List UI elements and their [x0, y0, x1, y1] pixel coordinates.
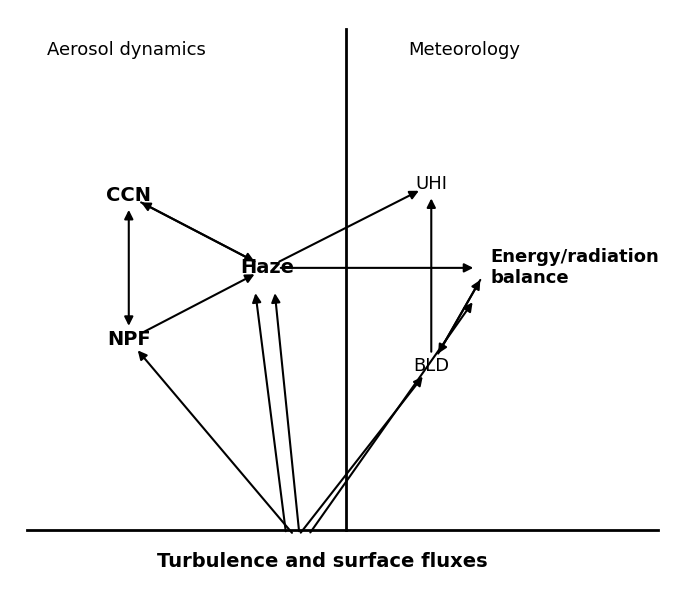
Text: Meteorology: Meteorology: [408, 41, 521, 59]
Text: NPF: NPF: [107, 330, 151, 349]
Text: BLD: BLD: [413, 356, 449, 374]
Text: Energy/radiation
balance: Energy/radiation balance: [490, 249, 659, 288]
Text: Aerosol dynamics: Aerosol dynamics: [47, 41, 206, 59]
Text: UHI: UHI: [415, 176, 447, 193]
Text: Haze: Haze: [240, 258, 294, 277]
Text: Turbulence and surface fluxes: Turbulence and surface fluxes: [158, 552, 488, 571]
Text: CCN: CCN: [106, 186, 151, 205]
